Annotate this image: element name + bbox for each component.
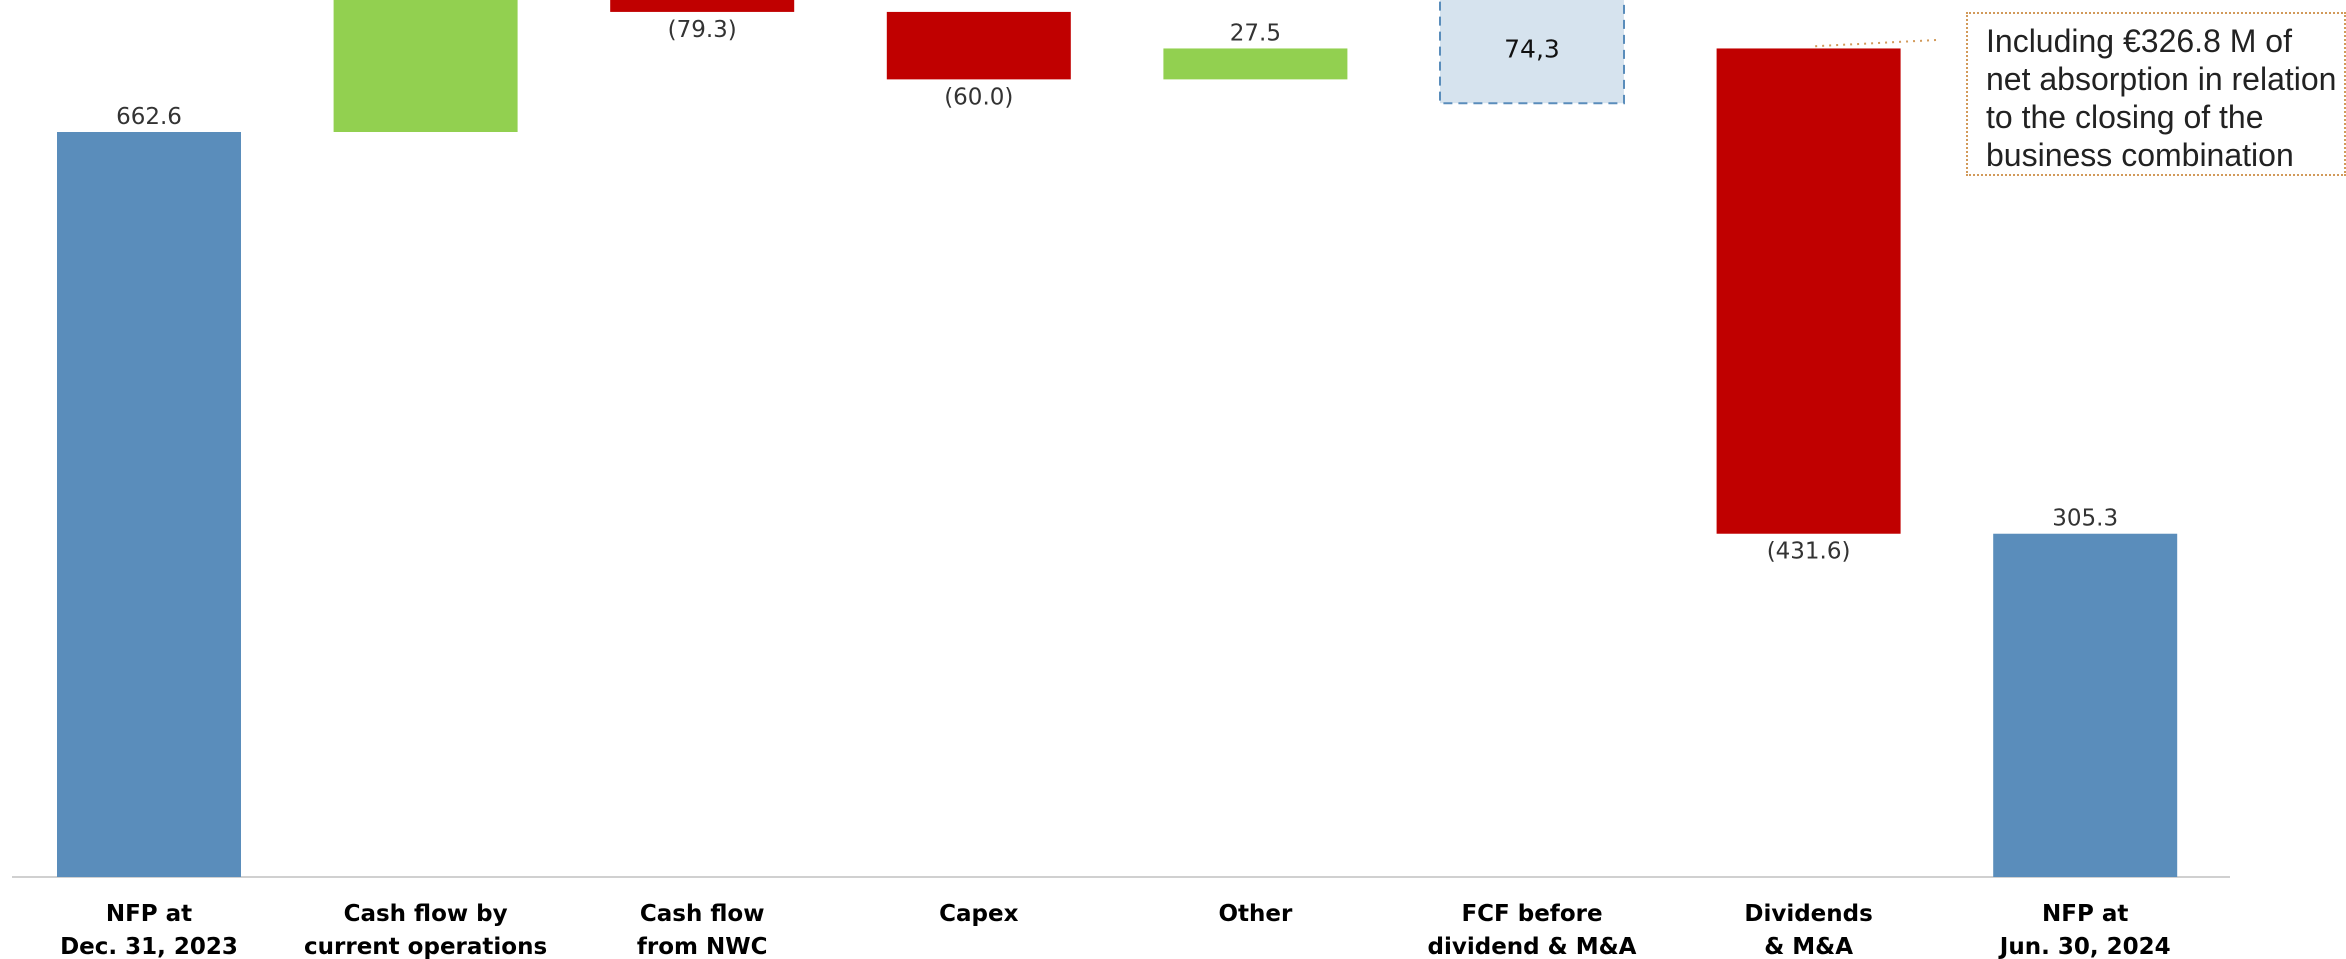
bar-total [57, 131, 241, 877]
bar-decrease [886, 11, 1071, 80]
category-label: Dec. 31, 2023 [60, 934, 238, 959]
category-label: Dividends [1744, 901, 1872, 927]
category-label: dividend & M&A [1428, 934, 1637, 959]
data-label: 74,3 [1504, 35, 1560, 64]
value-labels-layer: 662.6186.1(79.3)(60.0)27.574,3(431.6)305… [116, 17, 2118, 565]
callout-annotation: Including €326.8 M of net absorption in … [1966, 12, 2346, 176]
category-label: & M&A [1764, 934, 1853, 959]
data-label: 305.3 [2052, 506, 2118, 532]
bar-subtotal [1439, 0, 1625, 105]
data-label: (60.0) [944, 84, 1013, 110]
category-label: NFP at [2042, 901, 2128, 927]
data-label: 662.6 [116, 104, 182, 130]
callout-line: business combination [1986, 137, 2294, 173]
category-label: FCF before [1461, 901, 1602, 927]
bars-layer [57, 0, 2178, 877]
bar-increase [333, 0, 518, 132]
callout-line: to the closing of the [1986, 99, 2264, 135]
category-label: Other [1218, 901, 1293, 927]
bar-increase [1163, 48, 1348, 80]
data-label: (79.3) [668, 17, 737, 43]
category-labels-layer: NFP at Dec. 31, 2023 Cash flow by current o… [60, 901, 2171, 959]
category-label: NFP at [106, 901, 192, 927]
category-label: current operations [304, 934, 547, 959]
callout-line: Including €326.8 M of [1986, 23, 2292, 59]
category-label: Jun. 30, 2024 [1998, 934, 2171, 959]
category-label: Cash flow [640, 901, 765, 927]
bar-decrease [1716, 48, 1901, 534]
category-label: from NWC [637, 934, 768, 959]
category-label: Capex [939, 901, 1018, 927]
data-label: (431.6) [1767, 539, 1851, 565]
callout-connector-line [1810, 39, 1937, 48]
bar-total [1993, 533, 2178, 877]
bar-decrease [610, 0, 795, 12]
data-label: 27.5 [1230, 20, 1281, 46]
category-label: Cash flow by [344, 901, 508, 927]
callout-line: net absorption in relation [1986, 61, 2337, 97]
